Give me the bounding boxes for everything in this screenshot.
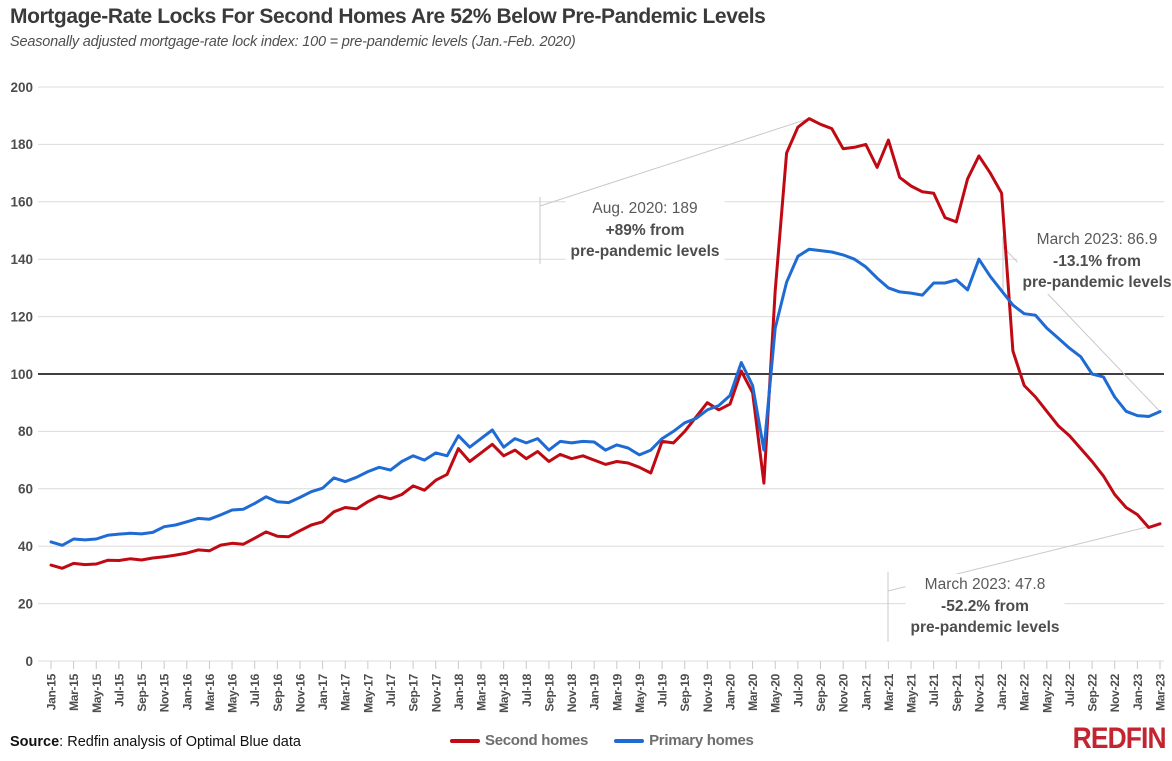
x-axis-tick-label: May-15 <box>90 673 104 713</box>
annotation-aug-2020-peak: Aug. 2020: 189 +89% from pre-pandemic le… <box>565 198 725 263</box>
x-axis-tick-label: May-20 <box>769 673 783 713</box>
x-axis-tick-label: May-17 <box>361 673 375 713</box>
y-axis-tick-label: 180 <box>10 137 33 152</box>
y-axis-tick-label: 60 <box>18 482 33 497</box>
x-axis-tick-label: Jan-16 <box>180 673 194 710</box>
x-axis-tick-label: Sep-21 <box>950 673 964 711</box>
x-axis-tick-label: Jan-18 <box>452 673 466 710</box>
chart-title: Mortgage-Rate Locks For Second Homes Are… <box>10 5 766 28</box>
primary-homes-line-swatch <box>614 738 645 743</box>
y-axis-tick-label: 100 <box>10 367 33 382</box>
annotation-line: pre-pandemic levels <box>1022 274 1172 291</box>
x-axis-tick-label: Mar-17 <box>339 673 353 711</box>
x-axis-tick-label: Mar-16 <box>203 673 217 711</box>
legend: Second homes Primary homes <box>450 732 754 749</box>
annotation-line: March 2023: 47.8 <box>924 576 1046 593</box>
second-homes-line-swatch <box>450 738 480 743</box>
x-axis-tick-label: Jan-19 <box>588 673 602 710</box>
x-axis-tick-label: Sep-20 <box>814 673 828 711</box>
x-axis-tick-label: May-18 <box>497 673 511 713</box>
y-axis-tick-label: 0 <box>25 654 33 669</box>
source-label: Source <box>10 734 60 750</box>
chart-subtitle: Seasonally adjusted mortgage-rate lock i… <box>10 34 576 50</box>
x-axis-tick-label: Jul-19 <box>656 673 670 707</box>
x-axis-tick-label: Nov-22 <box>1108 673 1122 712</box>
y-axis-tick-label: 20 <box>18 596 33 611</box>
x-axis-tick-label: Jul-17 <box>384 673 398 707</box>
annotation-line: March 2023: 86.9 <box>1036 231 1158 248</box>
y-axis-tick-label: 160 <box>10 195 33 210</box>
x-axis-tick-label: Mar-22 <box>1018 673 1032 711</box>
x-axis-tick-label: Jul-20 <box>791 673 805 707</box>
y-axis-tick-label: 40 <box>18 539 33 554</box>
annotation-line: Aug. 2020: 189 <box>592 200 698 217</box>
legend-item-second-homes: Second homes <box>450 732 588 749</box>
x-axis-tick-label: Sep-16 <box>271 673 285 711</box>
x-axis-tick-label: May-16 <box>226 673 240 713</box>
series-line-primary-homes <box>49 247 1162 547</box>
annotation-line: -13.1% from <box>1053 252 1141 270</box>
annotation-line: -52.2% from <box>941 597 1029 615</box>
x-axis-tick-label: Jan-20 <box>723 673 737 710</box>
y-axis-tick-label: 140 <box>10 252 33 267</box>
x-axis-tick-label: Mar-20 <box>746 673 760 711</box>
x-axis-tick-label: Mar-23 <box>1154 673 1168 711</box>
x-axis-tick-label: Nov-18 <box>565 673 579 712</box>
x-axis-tick-label: Jan-22 <box>995 673 1009 710</box>
annotation-march-2023-primary: March 2023: 86.9 -13.1% from pre-pandemi… <box>1017 229 1172 294</box>
x-axis-tick-label: Jan-17 <box>316 673 330 710</box>
x-axis-tick-label: May-22 <box>1040 673 1054 713</box>
legend-label: Primary homes <box>649 732 754 749</box>
x-axis-tick-label: Jan-23 <box>1131 673 1145 710</box>
x-axis-tick-label: Jul-22 <box>1063 673 1077 707</box>
x-axis-tick-label: May-21 <box>905 673 919 713</box>
x-axis-tick-label: Mar-19 <box>610 673 624 711</box>
x-axis-tick-label: Sep-17 <box>407 673 421 711</box>
x-axis-tick-label: Sep-22 <box>1086 673 1100 711</box>
x-axis-tick-label: Nov-21 <box>972 673 986 712</box>
x-axis-tick-label: Sep-19 <box>678 673 692 711</box>
annotation-leader-line <box>539 118 810 207</box>
redfin-logo: REDFIN <box>1073 722 1167 755</box>
x-axis-tick-label: Jan-21 <box>859 673 873 710</box>
x-axis-tick-label: Jul-16 <box>248 673 262 707</box>
x-axis-tick-label: Sep-15 <box>135 673 149 711</box>
x-axis-tick-label: Jan-15 <box>45 673 59 710</box>
y-axis-tick-label: 200 <box>10 80 33 95</box>
x-axis-tick-label: Nov-16 <box>293 673 307 712</box>
series-line-second-homes <box>49 117 1162 570</box>
annotation-line: pre-pandemic levels <box>570 243 720 260</box>
x-axis-tick-label: Mar-18 <box>475 673 489 711</box>
x-axis-tick-label: Jul-15 <box>112 673 126 707</box>
x-axis-tick-label: May-19 <box>633 673 647 713</box>
legend-label: Second homes <box>485 732 589 749</box>
x-axis-tick-label: Nov-19 <box>701 673 715 712</box>
source-text: : Redfin analysis of Optimal Blue data <box>59 734 301 750</box>
annotation-line: +89% from <box>605 221 685 239</box>
x-axis-tick-label: Mar-15 <box>67 673 81 711</box>
x-axis-tick-label: Mar-21 <box>882 673 896 711</box>
x-axis-tick-label: Nov-15 <box>158 673 172 712</box>
annotation-line: pre-pandemic levels <box>910 619 1060 636</box>
x-axis-tick-label: Nov-20 <box>837 673 851 712</box>
x-axis-tick-label: Sep-18 <box>542 673 556 711</box>
x-axis-tick-label: Nov-17 <box>429 673 443 712</box>
y-axis-tick-label: 80 <box>18 424 33 439</box>
x-axis-tick-label: Jul-18 <box>520 673 534 707</box>
source-attribution: Source: Redfin analysis of Optimal Blue … <box>10 734 301 750</box>
y-axis-tick-label: 120 <box>10 309 33 324</box>
legend-item-primary-homes: Primary homes <box>614 732 754 749</box>
annotation-march-2023-second: March 2023: 47.8 -52.2% from pre-pandemi… <box>905 574 1065 639</box>
x-axis-tick-label: Jul-21 <box>927 673 941 707</box>
